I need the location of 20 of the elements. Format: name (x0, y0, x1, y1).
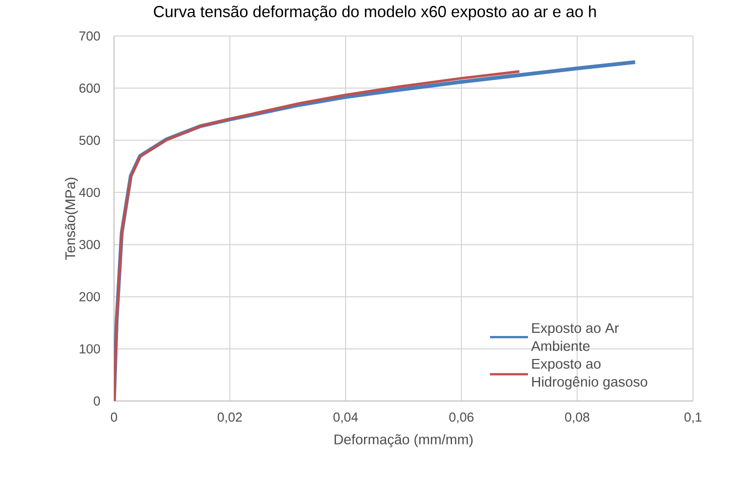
y-tick-label: 200 (79, 292, 100, 302)
legend-label: Exposto ao Ar Ambiente (531, 323, 619, 351)
x-tick-label: 0,08 (565, 412, 590, 424)
x-tick-label: 0,02 (218, 412, 242, 424)
y-tick-label: 500 (79, 136, 100, 145)
x-tick-label: 0,06 (449, 412, 474, 424)
x-tick-label: 0,1 (684, 412, 702, 424)
x-tick-label: 0,04 (333, 412, 358, 424)
line-series (114, 70, 521, 401)
y-tick-label: 400 (79, 188, 100, 198)
y-tick-label: 0 (94, 396, 100, 406)
chart-title: Curva tensão deformação do modelo x60 exposto ao ar e ao h (154, 6, 596, 20)
y-tick-label: 600 (79, 84, 100, 93)
y-tick-label: 700 (79, 31, 100, 41)
legend-label: Exposto ao Hidrogênio gasoso (532, 358, 648, 390)
x-axis-title: Deformação (mm/mm) (334, 434, 473, 448)
y-axis-title: Tensão(MPa) (64, 178, 78, 260)
y-tick-label: 300 (79, 240, 100, 250)
y-tick-label: 100 (80, 344, 100, 354)
x-tick-label: 0 (110, 412, 118, 422)
